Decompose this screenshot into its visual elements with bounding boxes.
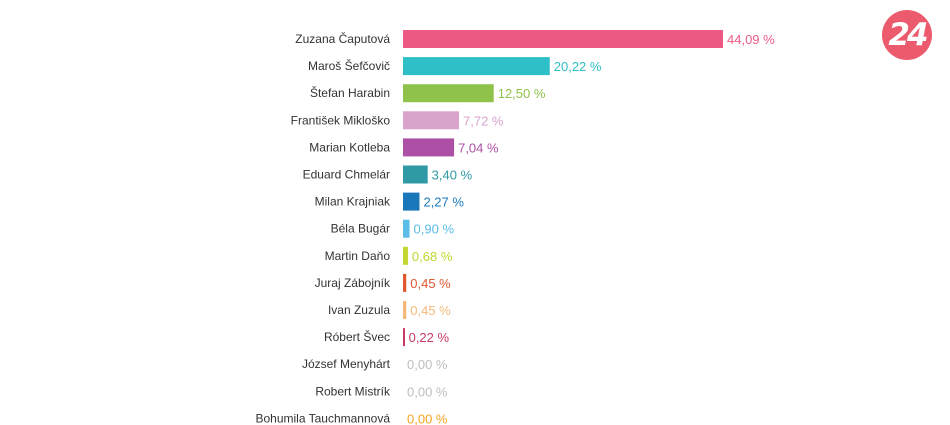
- data-label: 0,00 %: [407, 411, 448, 425]
- category-label: Martin Daňo: [325, 249, 391, 263]
- data-label: 0,45 %: [410, 303, 451, 318]
- data-label: 0,45 %: [410, 276, 451, 291]
- category-label: Róbert Švec: [324, 329, 390, 344]
- bar: [403, 273, 407, 292]
- data-label: 7,72 %: [463, 113, 504, 128]
- category-label: Štefan Harabin: [310, 85, 390, 100]
- data-label: 7,04 %: [458, 140, 499, 155]
- data-label: 0,00 %: [407, 384, 448, 399]
- data-label: 0,22 %: [409, 330, 450, 345]
- category-label: Maroš Šefčovič: [308, 58, 390, 73]
- bar: [403, 30, 723, 48]
- bar: [403, 301, 407, 319]
- data-label: 3,40 %: [432, 168, 473, 183]
- bar: [403, 84, 494, 103]
- bar: [403, 138, 455, 157]
- data-label: 20,22 %: [554, 59, 602, 74]
- category-label: František Mikloško: [291, 113, 391, 127]
- bar: [403, 192, 420, 211]
- category-label: Milan Krajniak: [315, 195, 391, 209]
- category-label: Eduard Chmelár: [303, 168, 390, 182]
- bar: [403, 219, 410, 238]
- data-label: 0,68 %: [412, 249, 453, 264]
- brand-logo-text: 24: [888, 17, 928, 53]
- brand-logo: 24: [882, 10, 932, 60]
- category-label: Robert Mistrík: [315, 384, 391, 398]
- bar: [403, 328, 405, 347]
- category-label: Bohumila Tauchmannová: [255, 411, 390, 425]
- data-label: 0,90 %: [414, 222, 455, 237]
- category-label: Marian Kotleba: [309, 140, 390, 154]
- data-label: 44,09 %: [727, 32, 775, 47]
- category-label: József Menyhárt: [302, 357, 391, 371]
- bar: [403, 165, 428, 184]
- bar: [403, 246, 408, 265]
- bar: [403, 57, 550, 76]
- category-label: Zuzana Čaputová: [295, 31, 390, 46]
- bar: [403, 111, 460, 130]
- data-label: 2,27 %: [423, 195, 464, 210]
- category-label: Ivan Zuzula: [328, 303, 390, 317]
- data-label: 12,50 %: [498, 86, 546, 101]
- data-label: 0,00 %: [407, 357, 448, 372]
- category-label: Béla Bugár: [331, 222, 390, 236]
- category-label: Juraj Zábojník: [315, 276, 391, 290]
